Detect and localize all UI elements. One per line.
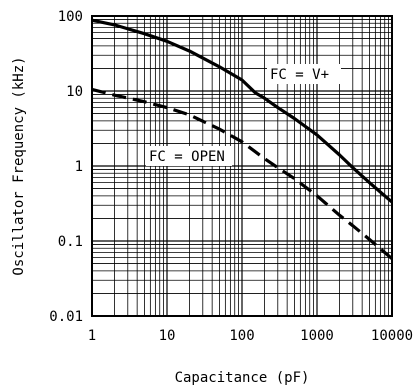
series-label-fc-vplus-text: FC = V+ bbox=[270, 67, 329, 83]
x-tick-label: 10000 bbox=[371, 328, 413, 344]
series-label-fc-vplus: FC = V+ bbox=[267, 64, 341, 84]
series-line-fc-vplus bbox=[91, 18, 394, 204]
x-tick-label: 100 bbox=[229, 328, 254, 344]
y-tick-label: 1 bbox=[75, 159, 83, 175]
y-tick-label: 100 bbox=[58, 9, 83, 25]
series-label-fc-vplus-bg bbox=[267, 64, 341, 84]
series-layer bbox=[91, 18, 394, 260]
x-tick-label: 1000 bbox=[300, 328, 334, 344]
grid-lines bbox=[92, 16, 392, 316]
series-label-fc-open: FC = OPEN bbox=[146, 146, 232, 166]
x-tick-label: 10 bbox=[159, 328, 176, 344]
x-axis-title: Capacitance (pF) bbox=[175, 370, 310, 386]
series-label-fc-open-text: FC = OPEN bbox=[149, 149, 225, 165]
y-axis-title: Oscillator Frequency (kHz) bbox=[11, 56, 27, 275]
y-tick-label: 0.1 bbox=[58, 234, 83, 250]
y-tick-label: 10 bbox=[66, 84, 83, 100]
x-tick-label: 1 bbox=[88, 328, 96, 344]
plot-frame bbox=[91, 15, 393, 317]
tick-labels: 1 10 100 1000 10000 0.01 0.1 1 10 100 bbox=[49, 9, 413, 344]
y-tick-label: 0.01 bbox=[49, 309, 83, 325]
series-label-fc-open-bg bbox=[146, 146, 232, 166]
